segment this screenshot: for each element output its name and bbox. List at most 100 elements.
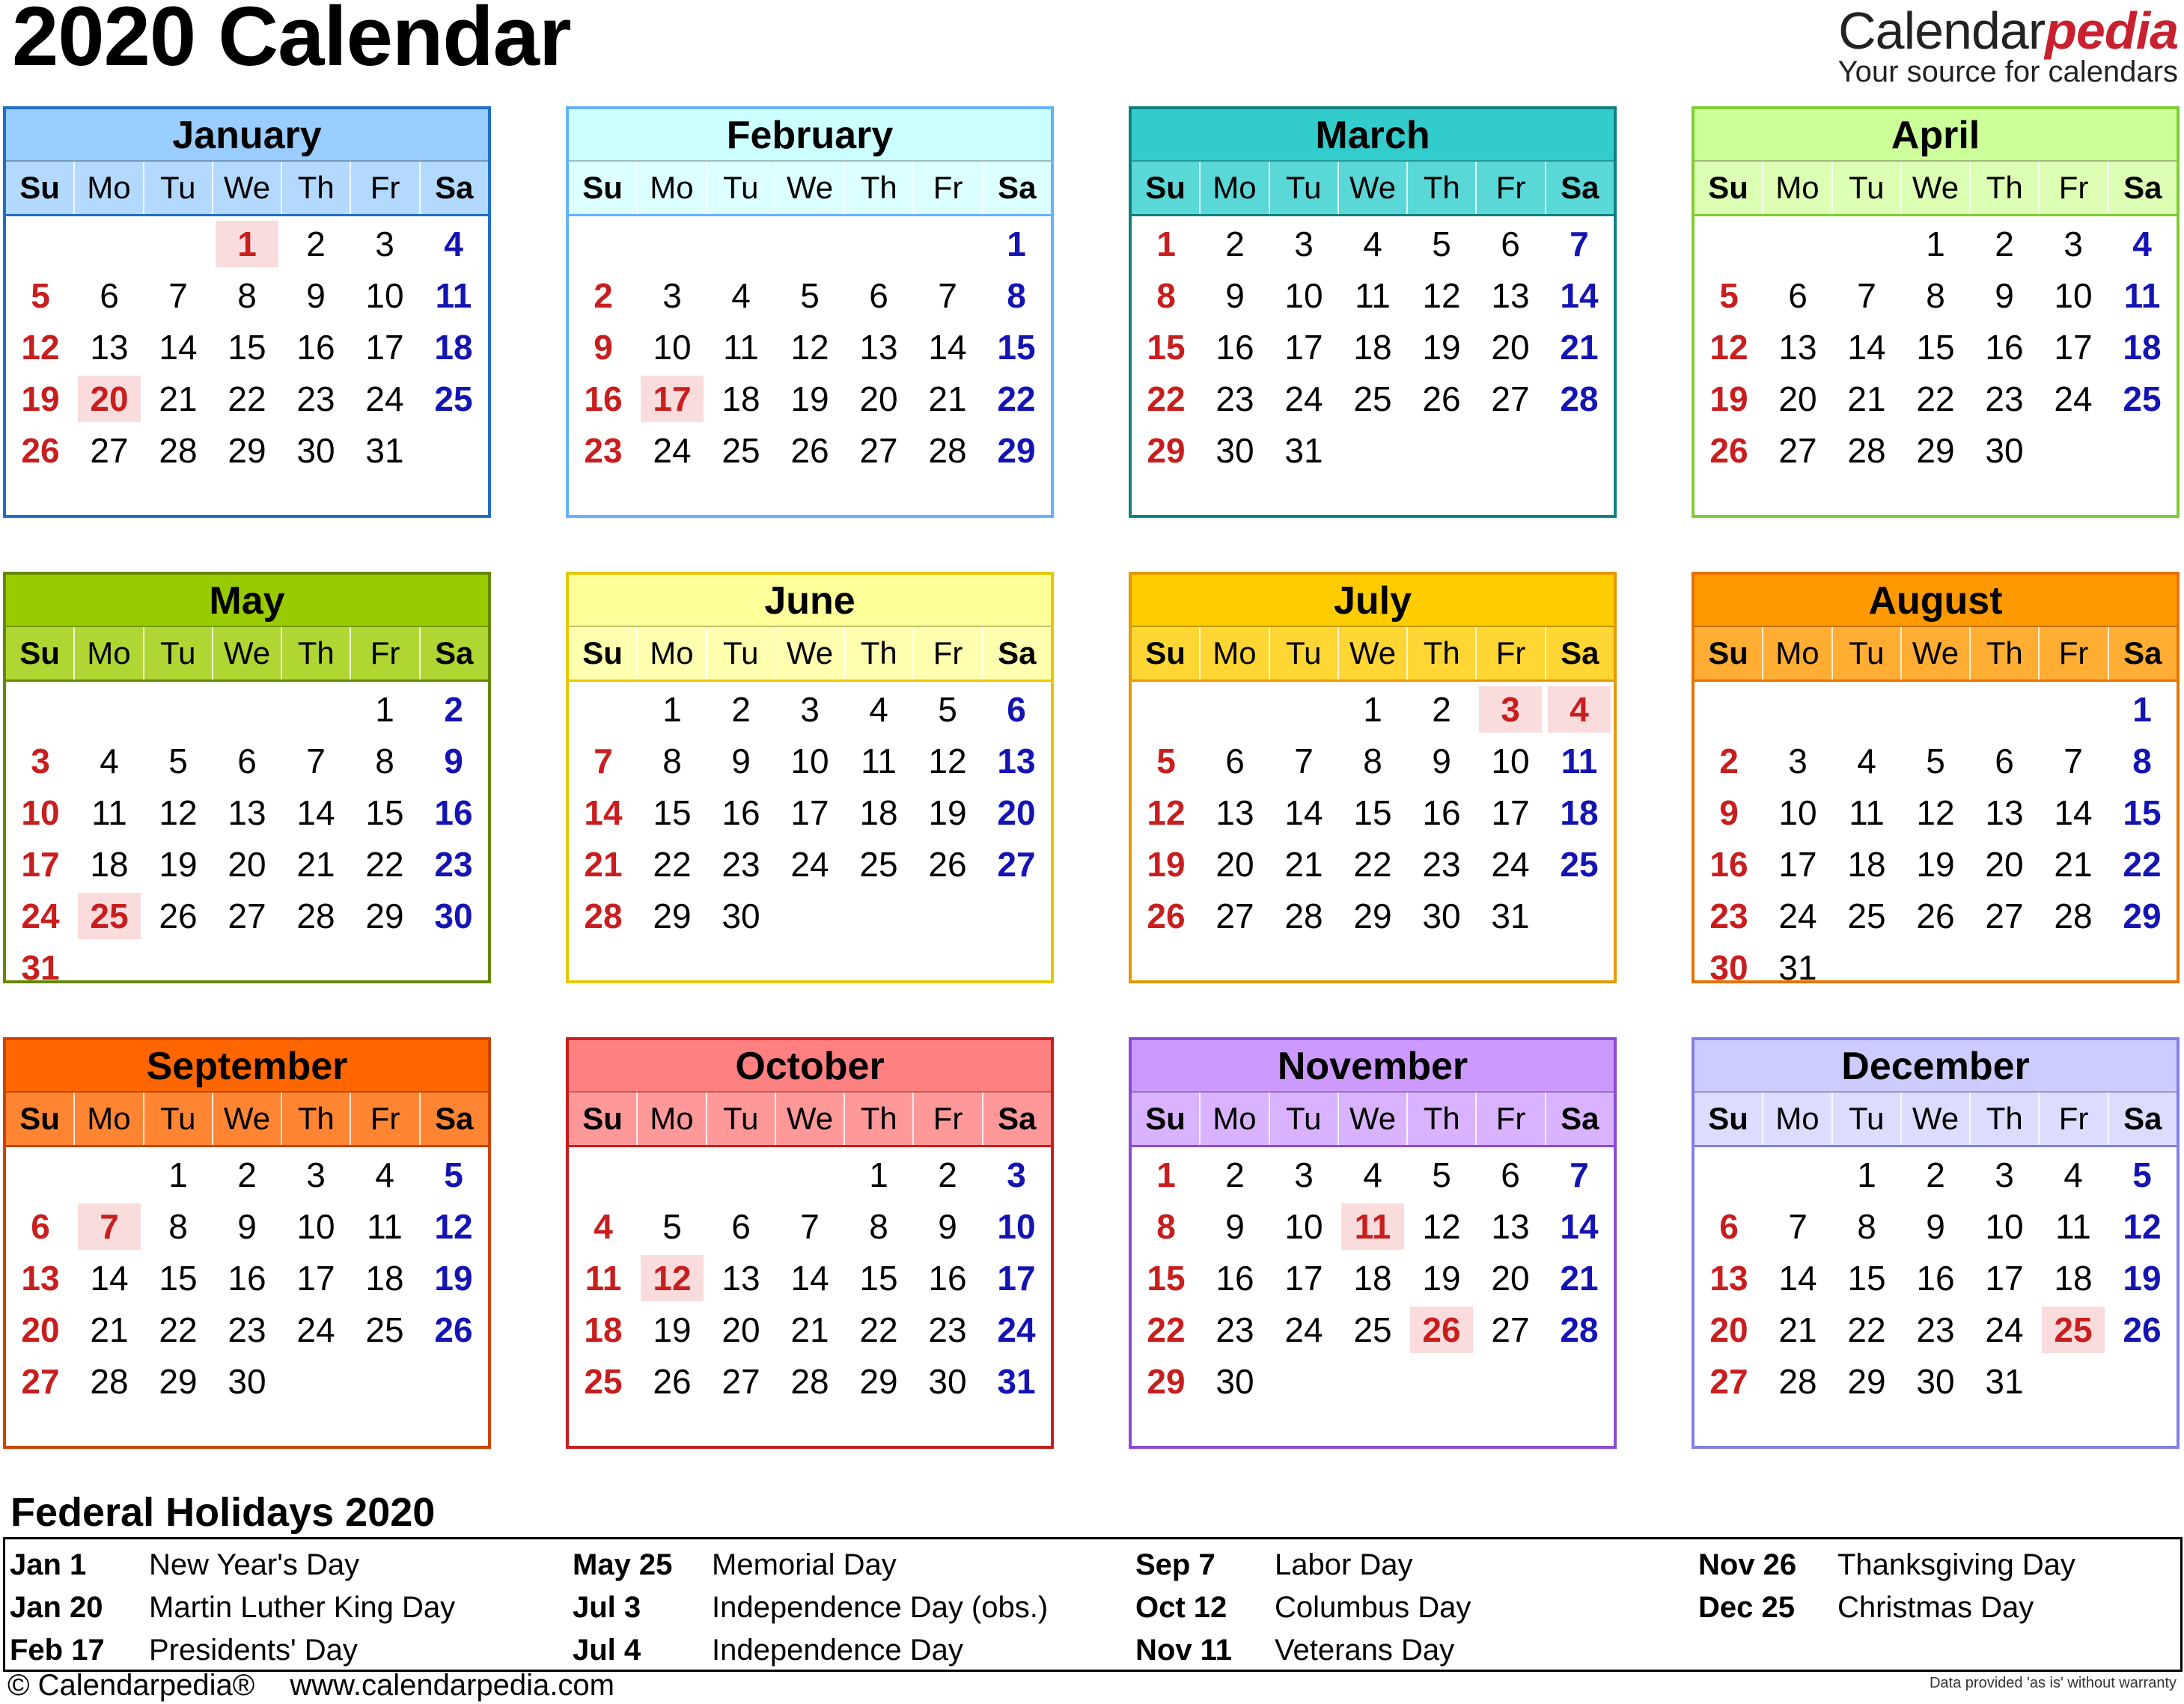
day-cell: 13 <box>1491 276 1530 315</box>
holiday-name: Christmas Day <box>1837 1591 2034 1624</box>
day-cell: 16 <box>1215 1259 1254 1298</box>
day-cell: 10 <box>1284 276 1323 315</box>
day-cell: 21 <box>1778 1310 1817 1349</box>
day-cell: 27 <box>1215 897 1254 935</box>
day-cell: 9 <box>306 276 326 315</box>
day-cell: 11 <box>91 793 127 832</box>
day-grid: 1 2 3 4 5 6 7 8 9 10 11 12 13 14 15 16 17 18 19 20 21 22 23 24 2… <box>6 682 488 994</box>
day-grid: 1 2 3 4 5 6 7 8 9 10 11 12 13 14 15 16 17 18 19 20 21 22 23 24 2… <box>1132 682 1614 942</box>
holiday-name: Veterans Day <box>1275 1634 1455 1667</box>
weekday-label: Su <box>1708 170 1748 205</box>
weekday-label: Su <box>1708 635 1748 671</box>
holiday-date: Jul 3 <box>573 1591 641 1624</box>
day-cell: 20 <box>228 845 266 884</box>
weekday-label: Fr <box>2038 627 2107 680</box>
day-cell: 2 <box>938 1155 957 1194</box>
day-cell: 3 <box>800 690 820 729</box>
weekday-label: Su <box>582 635 623 671</box>
empty-day-cell <box>75 1149 144 1201</box>
weekday-label: Su <box>1145 635 1186 671</box>
day-grid: 1 2 3 4 5 6 7 8 9 10 11 12 13 14 15 16 17 18 19 20 21 22 23 24 2… <box>6 216 488 477</box>
holiday-day-cell: 26 <box>1410 1307 1473 1353</box>
weekday-header-row: Su Mo Tu We Th Fr Sa <box>569 627 1051 682</box>
day-cell: 18 <box>365 1259 404 1298</box>
day-grid: 1 2 3 4 5 6 7 8 9 10 11 12 13 14 15 16 17 18 19 20 21 22 23 24 2… <box>1132 1147 1614 1408</box>
month-name: February <box>569 109 1051 162</box>
day-grid: 1 2 3 4 5 6 7 8 9 10 11 12 13 14 15 16 17 18 19 20 21 22 23 24 2… <box>1695 1147 2177 1408</box>
empty-day-cell <box>569 684 638 736</box>
day-cell: 25 <box>584 1362 623 1401</box>
day-cell: 28 <box>1560 1310 1599 1349</box>
day-cell: 15 <box>653 793 692 832</box>
day-cell: 18 <box>584 1310 623 1349</box>
day-cell: 11 <box>1355 276 1391 315</box>
day-cell: 30 <box>1916 1362 1955 1401</box>
empty-day-cell <box>707 1149 775 1201</box>
day-cell: 28 <box>790 1362 829 1401</box>
day-cell: 14 <box>1847 328 1886 367</box>
empty-day-cell <box>775 1149 844 1201</box>
month-name: January <box>6 109 488 162</box>
day-grid: 1 2 3 4 5 6 7 8 9 10 11 12 13 14 15 16 17 18 19 20 21 22 23 24 2… <box>1695 216 2177 477</box>
footer-url[interactable]: www.calendarpedia.com <box>290 1669 614 1702</box>
empty-day-cell <box>844 219 913 270</box>
day-cell: 23 <box>928 1310 967 1349</box>
day-cell: 5 <box>662 1207 682 1246</box>
day-cell: 8 <box>869 1207 888 1246</box>
day-cell: 19 <box>1916 845 1955 884</box>
empty-day-cell <box>569 219 638 270</box>
day-cell: 23 <box>1422 845 1461 884</box>
day-cell: 7 <box>1570 225 1589 263</box>
day-cell: 1 <box>869 1155 888 1194</box>
day-cell: 20 <box>1491 328 1530 367</box>
day-cell: 13 <box>90 328 129 367</box>
day-cell: 20 <box>1985 845 2024 884</box>
holiday-day-cell: 4 <box>1548 686 1611 733</box>
brand-logo[interactable]: Calendarpedia Your source for calendars <box>1838 4 2179 88</box>
weekday-label: Fr <box>1475 627 1544 680</box>
day-cell: 27 <box>859 431 898 470</box>
weekday-label: We <box>1900 1093 1969 1145</box>
weekday-label: Tu <box>1831 162 1900 214</box>
day-cell: 8 <box>662 742 682 781</box>
day-cell: 21 <box>296 845 335 884</box>
day-cell: 18 <box>2123 328 2162 367</box>
weekday-label: We <box>1337 1093 1406 1145</box>
day-cell: 31 <box>21 948 60 987</box>
day-cell: 9 <box>1719 793 1739 832</box>
day-cell: 7 <box>1294 742 1314 781</box>
day-cell: 28 <box>1847 431 1886 470</box>
day-cell: 9 <box>1926 1207 1945 1246</box>
day-cell: 28 <box>1560 379 1599 418</box>
day-cell: 12 <box>790 328 829 367</box>
day-cell: 6 <box>100 276 119 315</box>
day-cell: 26 <box>1709 431 1748 470</box>
day-cell: 4 <box>594 1207 613 1246</box>
weekday-header-row: Su Mo Tu We Th Fr Sa <box>569 1093 1051 1147</box>
day-cell: 13 <box>997 742 1036 781</box>
weekday-label: Th <box>1406 627 1475 680</box>
day-cell: 27 <box>90 431 129 470</box>
month-december: December Su Mo Tu We Th Fr Sa 1 2 3 4 5 6 7 8 9 10 11 12 13 1… <box>1692 1037 2180 1449</box>
day-cell: 12 <box>2123 1207 2162 1246</box>
day-cell: 22 <box>2123 845 2162 884</box>
day-cell: 10 <box>790 742 829 781</box>
day-cell: 24 <box>2054 379 2093 418</box>
day-cell: 19 <box>434 1259 473 1298</box>
day-cell: 19 <box>21 379 60 418</box>
day-cell: 1 <box>1926 225 1945 263</box>
day-cell: 4 <box>100 742 119 781</box>
empty-day-cell <box>281 684 350 736</box>
day-cell: 4 <box>375 1155 394 1194</box>
day-cell: 2 <box>1225 1155 1245 1194</box>
empty-day-cell <box>775 219 844 270</box>
holiday-day-cell: 20 <box>78 376 141 422</box>
day-cell: 19 <box>159 845 198 884</box>
day-cell: 26 <box>1916 897 1955 935</box>
weekday-label: Sa <box>981 162 1051 214</box>
day-cell: 22 <box>859 1310 898 1349</box>
day-cell: 17 <box>1284 1259 1323 1298</box>
day-cell: 30 <box>1215 1362 1254 1401</box>
day-cell: 20 <box>859 379 898 418</box>
day-cell: 29 <box>653 897 692 935</box>
